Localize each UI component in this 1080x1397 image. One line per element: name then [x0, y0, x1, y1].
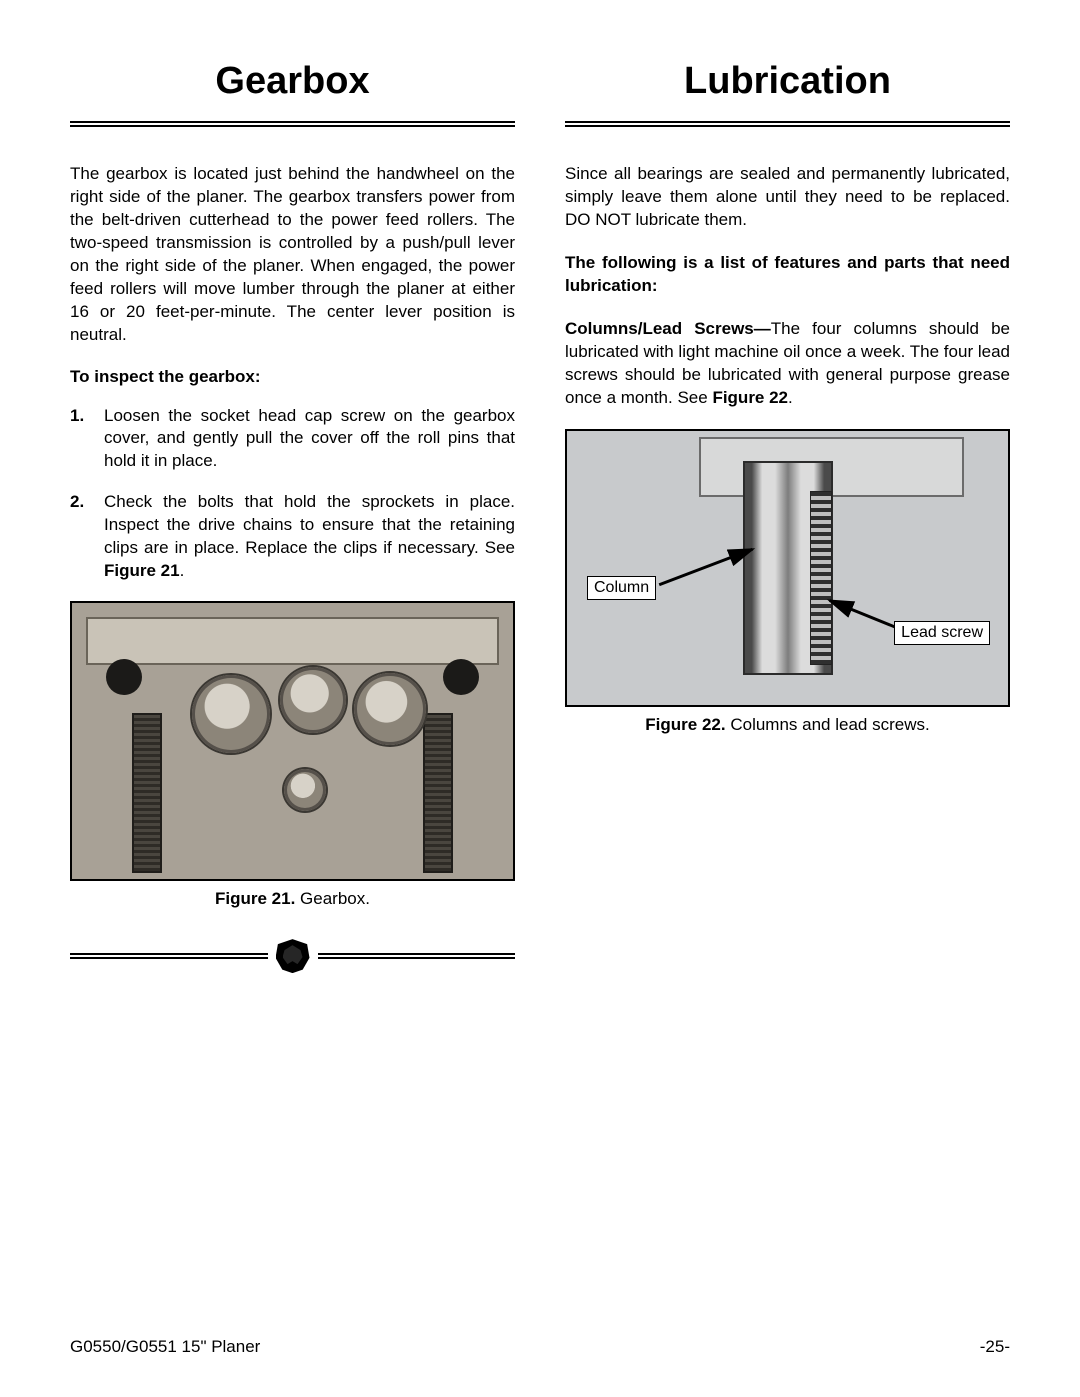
figure-21-label: Figure 21.	[215, 889, 295, 908]
callout-column: Column	[587, 576, 656, 600]
para-figref: Figure 22	[712, 388, 788, 407]
figure-21-caption: Figure 21. Gearbox.	[70, 889, 515, 909]
para-lead-bold: Columns/Lead Screws—	[565, 319, 771, 338]
figure-21-text: Gearbox.	[295, 889, 370, 908]
figure-21-image	[70, 601, 515, 881]
inspect-steps: Loosen the socket head cap screw on the …	[70, 405, 515, 584]
inspect-heading: To inspect the gearbox:	[70, 367, 515, 387]
step-2-figref: Figure 21	[104, 561, 180, 580]
title-rule-right	[565, 121, 1010, 127]
lubrication-intro: Since all bearings are sealed and perman…	[565, 163, 1010, 232]
step-2: Check the bolts that hold the sprockets …	[70, 491, 515, 583]
figure-22-text: Columns and lead screws.	[726, 715, 930, 734]
title-rule-left	[70, 121, 515, 127]
columns-leadscrews-para: Columns/Lead Screws—The four columns sho…	[565, 318, 1010, 410]
para-end: .	[788, 388, 793, 407]
figure-22-image: Column Lead screw	[565, 429, 1010, 707]
gearbox-intro: The gearbox is located just behind the h…	[70, 163, 515, 347]
section-end-ornament	[70, 939, 515, 973]
figure-22: Column Lead screw Figure 22. Columns and…	[565, 429, 1010, 735]
bear-badge-icon	[276, 939, 310, 973]
step-2-end: .	[180, 561, 185, 580]
lubrication-title: Lubrication	[565, 60, 1010, 103]
footer-page-number: -25-	[980, 1337, 1010, 1357]
ornament-line-right	[318, 953, 516, 959]
ornament-line-left	[70, 953, 268, 959]
lubrication-subheading: The following is a list of features and …	[565, 252, 1010, 298]
footer-model: G0550/G0551 15" Planer	[70, 1337, 260, 1357]
step-2-text: Check the bolts that hold the sprockets …	[104, 492, 515, 557]
left-column: Gearbox The gearbox is located just behi…	[70, 60, 515, 973]
figure-21: Figure 21. Gearbox.	[70, 601, 515, 909]
callout-leadscrew: Lead screw	[894, 621, 990, 645]
content-columns: Gearbox The gearbox is located just behi…	[70, 60, 1010, 973]
figure-22-label: Figure 22.	[645, 715, 725, 734]
step-1: Loosen the socket head cap screw on the …	[70, 405, 515, 474]
figure-22-caption: Figure 22. Columns and lead screws.	[565, 715, 1010, 735]
right-column: Lubrication Since all bearings are seale…	[565, 60, 1010, 973]
page-footer: G0550/G0551 15" Planer -25-	[70, 1337, 1010, 1357]
gearbox-title: Gearbox	[70, 60, 515, 103]
callout-arrows	[567, 431, 1008, 705]
